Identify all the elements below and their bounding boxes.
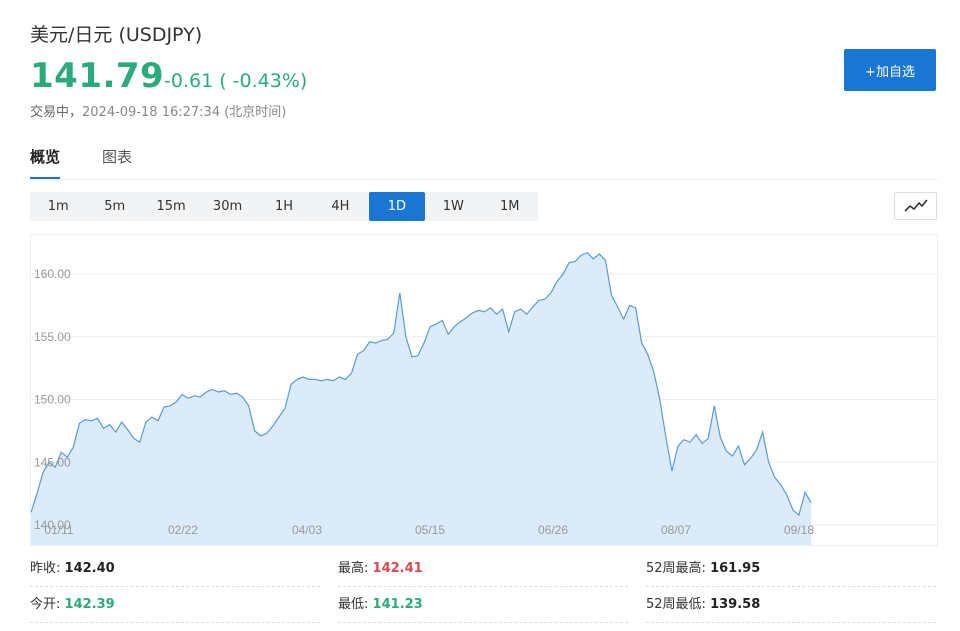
stat-label: 最低: (338, 597, 369, 612)
stat-label: 52周最低: (646, 597, 706, 612)
stat-label: 昨收: (30, 561, 61, 576)
stat-value: 161.95 (710, 561, 761, 576)
stat-open: 今开: 142.39 (30, 587, 320, 623)
price-chart[interactable]: 160.00 155.00 150.00 145.00 140.00 01/11 02/22… (30, 234, 938, 546)
y-tick-label: 150.00 (34, 393, 71, 407)
y-tick-label: 145.00 (34, 455, 71, 469)
stat-low: 最低: 141.23 (338, 587, 628, 623)
range-15m[interactable]: 15m (156, 199, 186, 214)
range-30m[interactable]: 30m (212, 199, 243, 214)
timestamp: 2024-09-18 16:27:34 (北京时间) (82, 105, 287, 120)
trading-status: 交易中，2024-09-18 16:27:34 (北京时间) (30, 101, 286, 120)
tabs-divider (30, 179, 938, 180)
stats-row-1: 昨收: 142.40 最高: 142.41 52周最高: 161.95 (30, 551, 938, 587)
add-to-watchlist-button[interactable]: +加自选 (844, 49, 936, 91)
y-tick-label: 140.00 (34, 518, 71, 532)
stat-prev-close: 昨收: 142.40 (30, 551, 320, 587)
line-chart-icon (903, 199, 928, 212)
stat-label: 今开: (30, 597, 61, 612)
stat-value: 139.58 (710, 597, 761, 612)
stat-value: 142.39 (64, 597, 115, 612)
y-tick-label: 155.00 (34, 330, 71, 344)
last-price: 141.79 (30, 56, 165, 96)
instrument-title: 美元/日元 (USDJPY) (30, 24, 203, 46)
chart-type-button[interactable] (894, 192, 937, 220)
stat-52w-high: 52周最高: 161.95 (646, 551, 936, 587)
range-1h[interactable]: 1H (274, 199, 293, 214)
price-area (31, 252, 811, 545)
stat-label: 52周最高: (646, 561, 706, 576)
x-tick-label: 04/03 (292, 523, 322, 537)
price-line (31, 251, 812, 517)
range-1mo[interactable]: 1M (499, 199, 520, 214)
timeframe-selector: 1m 5m 15m 30m 1H 4H 1D 1W 1M (30, 192, 538, 221)
stat-high: 最高: 142.41 (338, 551, 628, 587)
x-tick-label: 05/15 (415, 523, 445, 537)
stat-value: 142.41 (372, 561, 423, 576)
x-tick-label: 02/22 (168, 523, 198, 537)
tab-chart[interactable]: 图表 (102, 148, 133, 166)
range-5m[interactable]: 5m (104, 199, 126, 214)
stat-value: 141.23 (372, 597, 423, 612)
tab-overview[interactable]: 概览 (30, 146, 61, 180)
stats-row-2: 今开: 142.39 最低: 141.23 52周最低: 139.58 (30, 587, 938, 623)
stat-52w-low: 52周最低: 139.58 (646, 587, 936, 623)
price-change: -0.61 ( -0.43%) (164, 70, 308, 92)
range-1d[interactable]: 1D (368, 192, 426, 221)
status-text: 交易中， (30, 105, 83, 120)
view-tabs: 概览 图表 (30, 146, 174, 180)
x-tick-label: 08/07 (661, 523, 691, 537)
stat-value: 142.40 (64, 561, 115, 576)
range-4h[interactable]: 4H (331, 199, 350, 214)
range-1w[interactable]: 1W (442, 199, 464, 214)
x-tick-label: 09/18 (784, 523, 814, 537)
y-tick-label: 160.00 (34, 267, 71, 281)
stat-label: 最高: (338, 561, 369, 576)
x-tick-label: 06/26 (538, 523, 568, 537)
range-1m[interactable]: 1m (47, 199, 69, 214)
x-tick-label: 01/11 (44, 523, 73, 537)
